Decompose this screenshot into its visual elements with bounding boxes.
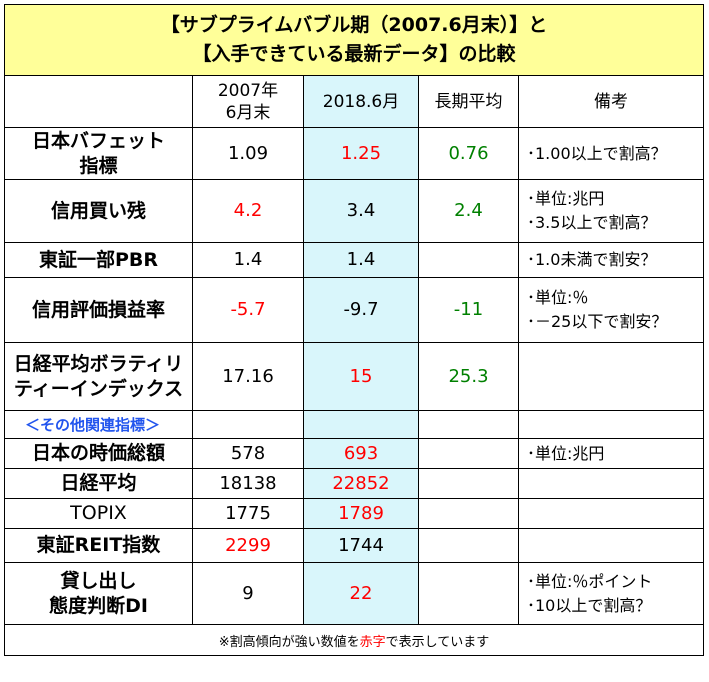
value-average: 0.76 [418,127,519,180]
value-average [418,242,519,278]
note-line2: ･10以上で割高？ [527,595,652,615]
value-2018: 1744 [303,528,419,563]
subheader-label: ＜その他関連指標＞ [4,410,193,439]
value-2018: 3.4 [303,179,419,243]
row-label: 日経平均ボラティリ ティーインデックス [4,342,193,411]
footer-text-after: で表示しています [385,634,490,650]
footer-text-before: ※割高傾向が強い数値を [218,634,360,650]
row-note: ･単位:％ポイント ･10以上で割高？ [517,562,705,625]
row-label: TOPIX [4,498,193,529]
row-note: ･単位:％ ･－25以下で割安？ [517,277,705,343]
row-note [517,342,705,411]
value-2007: 18138 [192,468,304,499]
table-row: 日本の時価総額 578 693 ･単位:兆円 [4,438,705,469]
table-row: TOPIX 1775 1789 [4,498,705,529]
value-2007: 2299 [192,528,304,563]
table-row: 東証一部PBR 1.4 1.4 ･1.0未満で割安？ [4,242,705,278]
table-row: 貸し出し 態度判断DI 9 22 ･単位:％ポイント ･10以上で割高？ [4,562,705,625]
table-title: 【サブプライムバブル期（2007.6月末）】と 【入手できている最新データ】の比… [3,4,705,76]
row-label: 日本の時価総額 [4,438,193,469]
empty-cell [517,410,705,439]
footer-text-red: 赤字 [359,634,386,650]
value-2007: 9 [192,562,304,625]
value-average [418,468,519,499]
note-line1: ･単位:兆円 [527,189,605,208]
empty-cell [303,410,419,439]
table-row: 日経平均 18138 22852 [4,468,705,499]
row-label-line1: 貸し出し [60,569,137,592]
row-label-line2: ティーインデックス [13,377,184,400]
note-line1: ･単位:％ポイント [527,571,653,591]
row-label: 信用評価損益率 [4,277,193,343]
header-notes: 備考 [517,75,705,128]
value-2018: 693 [303,438,419,469]
value-2018: 22 [303,562,419,625]
note-line1: ･1.00以上で割高？ [527,143,667,163]
row-note [517,498,705,529]
table-row: 信用評価損益率 -5.7 -9.7 -11 ･単位:％ ･－25以下で割安？ [4,277,705,343]
value-2018: 1789 [303,498,419,529]
value-average [418,498,519,529]
row-note: ･1.0未満で割安？ [517,242,705,278]
header-2007-line2: 6月末 [225,102,271,123]
row-label: 日経平均 [4,468,193,499]
row-label-line1: 日本バフェット [31,129,165,152]
title-line-1: 【サブプライムバブル期（2007.6月末）】と [160,14,548,36]
note-line2: ･－25以下で割安？ [527,312,668,331]
row-label-line1: 日経平均ボラティリ [13,352,184,375]
empty-cell [418,410,519,439]
footer-note: ※割高傾向が強い数値を赤字で表示しています [3,624,705,656]
row-note: ･単位:兆円 [517,438,705,469]
header-2018: 2018.6月 [303,75,419,128]
note-line1: ･1.0未満で割安？ [527,250,657,269]
row-label-line2: 態度判断DI [49,594,148,617]
value-average: 25.3 [418,342,519,411]
value-average [418,562,519,625]
header-2007: 2007年 6月末 [192,75,304,128]
value-2007: 1.09 [192,127,304,180]
value-2007: 17.16 [192,342,304,411]
header-2007-line1: 2007年 [217,80,279,101]
table-row: 東証REIT指数 2299 1744 [4,528,705,563]
note-line2: ･3.5以上で割高？ [527,213,657,232]
table-row: 日経平均ボラティリ ティーインデックス 17.16 15 25.3 [4,342,705,411]
header-row: 2007年 6月末 2018.6月 長期平均 備考 [4,75,705,128]
row-label-line2: 指標 [79,154,118,177]
row-label: 信用買い残 [4,179,193,243]
footer-row: ※割高傾向が強い数値を赤字で表示しています [3,624,705,656]
value-2018: -9.7 [303,277,419,343]
row-label: 東証一部PBR [4,242,193,278]
empty-cell [192,410,304,439]
value-2018: 1.25 [303,127,419,180]
value-average [418,438,519,469]
value-2007: 578 [192,438,304,469]
value-2018: 15 [303,342,419,411]
value-2018: 22852 [303,468,419,499]
note-line1: ･単位:％ [527,288,589,307]
row-label: 日本バフェット 指標 [4,127,193,180]
table-row: 信用買い残 4.2 3.4 2.4 ･単位:兆円 ･3.5以上で割高？ [4,179,705,243]
comparison-table: 【サブプライムバブル期（2007.6月末）】と 【入手できている最新データ】の比… [3,4,705,656]
value-average: 2.4 [418,179,519,243]
value-2007: 1775 [192,498,304,529]
title-line-2: 【入手できている最新データ】の比較 [192,43,516,65]
row-label: 東証REIT指数 [4,528,193,563]
table-row: 日本バフェット 指標 1.09 1.25 0.76 ･1.00以上で割高？ [4,127,705,180]
row-label: 貸し出し 態度判断DI [4,562,193,625]
value-2018: 1.4 [303,242,419,278]
value-average [418,528,519,563]
row-note [517,528,705,563]
value-average: -11 [418,277,519,343]
value-2007: -5.7 [192,277,304,343]
header-average: 長期平均 [418,75,519,128]
value-2007: 1.4 [192,242,304,278]
row-note: ･単位:兆円 ･3.5以上で割高？ [517,179,705,243]
row-note: ･1.00以上で割高？ [517,127,705,180]
subheader-row: ＜その他関連指標＞ [4,410,705,439]
value-2007: 4.2 [192,179,304,243]
header-empty-cell [4,75,193,128]
row-note [517,468,705,499]
